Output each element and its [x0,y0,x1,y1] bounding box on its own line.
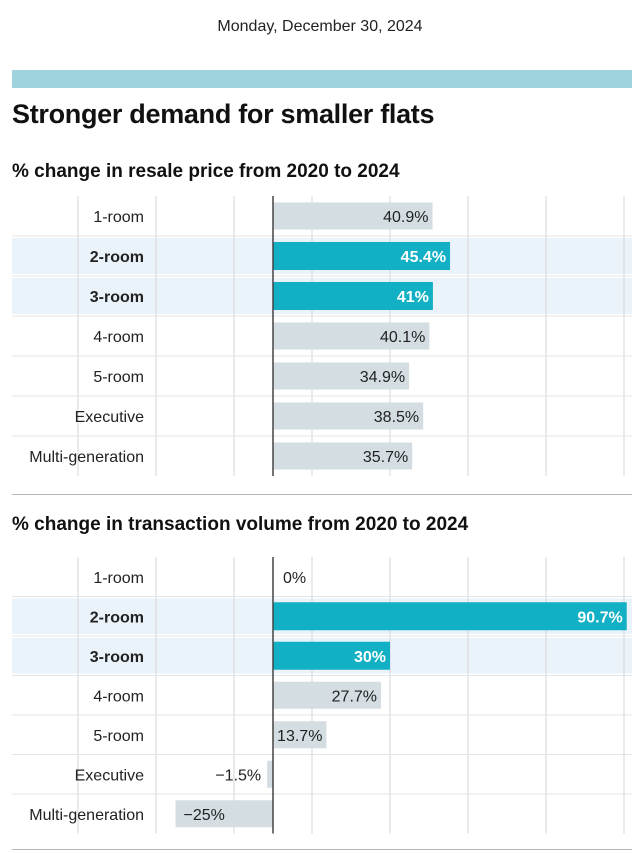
category-label: Executive [75,409,144,426]
category-label: 3-room [90,649,144,666]
category-label: Multi-generation [29,807,144,824]
value-label: 41% [397,289,429,306]
bar [273,282,433,310]
value-label: 13.7% [277,728,322,745]
category-label: 3-room [90,289,144,306]
accent-bar [12,70,632,88]
value-label: 34.9% [360,369,405,386]
category-label: 1-room [93,570,144,587]
date-line: Monday, December 30, 2024 [217,18,423,35]
value-label: 35.7% [363,449,408,466]
category-label: 1-room [93,209,144,226]
category-label: 4-room [93,329,144,346]
page-title: Stronger demand for smaller flats [12,99,435,129]
value-label: 40.1% [380,329,425,346]
bar [273,402,424,430]
value-label: −1.5% [215,767,261,784]
value-label: 90.7% [577,609,622,626]
bar [273,681,382,709]
value-label: 38.5% [374,409,419,426]
bar [273,721,327,749]
bar [273,362,410,390]
category-label: 2-room [90,249,144,266]
category-label: 5-room [93,728,144,745]
category-label: Executive [75,767,144,784]
category-label: 4-room [93,688,144,705]
value-label: 30% [354,649,386,666]
value-label: 40.9% [383,209,428,226]
bar [273,602,627,631]
value-label: 45.4% [401,249,446,266]
transaction-volume-chart: 1-room 0% 2-room 90.7% 3-room 30% 4-room 27.7% 5… [12,557,632,834]
category-label: Multi-generation [29,449,144,466]
value-label: −25% [184,807,225,824]
bar [273,641,390,670]
bar [267,760,273,788]
chart-title-transaction-volume: % change in transaction volume from 2020… [12,514,469,535]
value-label: 27.7% [332,688,377,705]
bar [273,322,430,350]
resale-price-chart: 1-room 40.9% 2-room 45.4% 3-room 41% 4-room 40.… [12,196,632,476]
value-label: 0% [283,570,306,587]
bar [273,202,433,230]
bar [273,242,451,270]
chart-divider [12,494,632,495]
category-label: 5-room [93,369,144,386]
bar [273,442,413,470]
chart-title-resale-price: % change in resale price from 2020 to 20… [12,161,400,182]
category-label: 2-room [90,609,144,626]
bar [175,800,273,828]
bottom-divider [12,849,632,850]
